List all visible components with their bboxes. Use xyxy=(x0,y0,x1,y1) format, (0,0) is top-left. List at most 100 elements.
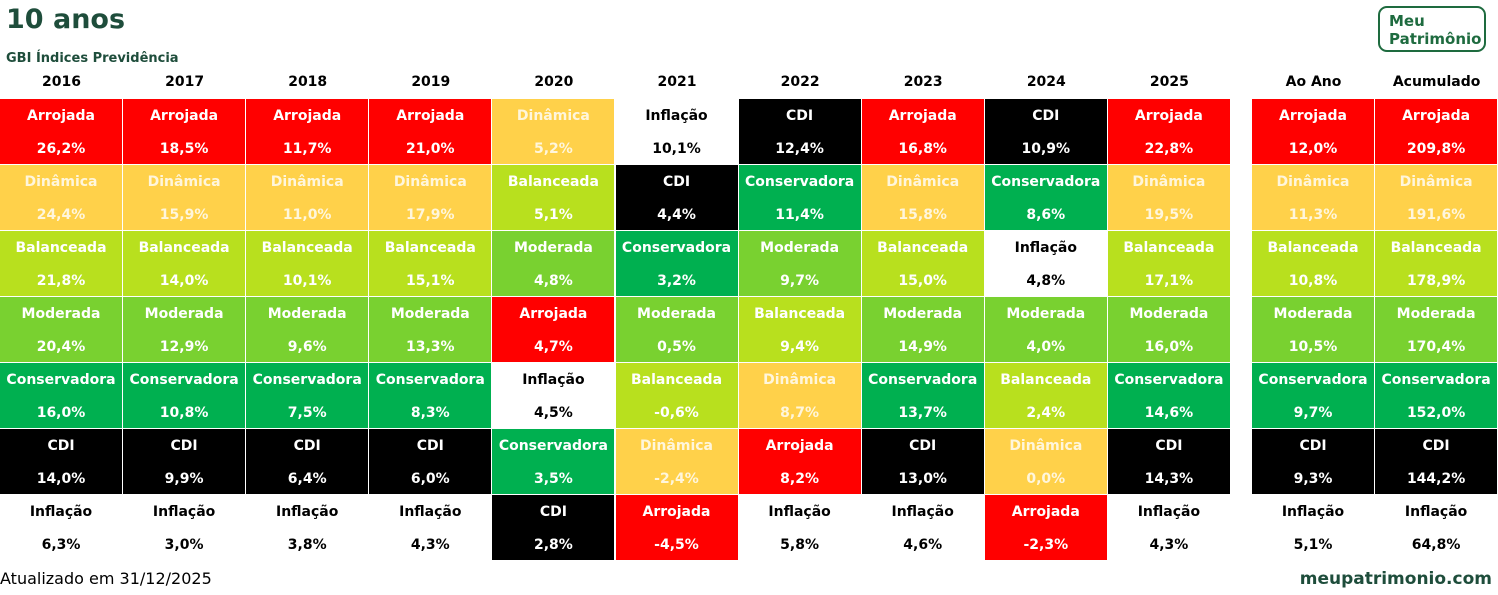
cell-value: 9,7% xyxy=(1293,405,1333,421)
cell-label: Moderada xyxy=(21,306,101,322)
cell-value: -0,6% xyxy=(654,405,699,421)
cell-value: 18,5% xyxy=(159,141,209,157)
cell-value: 12,0% xyxy=(1288,141,1338,157)
cell-label: Balanceada xyxy=(384,240,476,256)
cell-label: CDI xyxy=(1422,438,1450,454)
cell-value: -4,5% xyxy=(654,537,699,553)
cell-label: Moderada xyxy=(513,240,593,256)
cell-value: 20,4% xyxy=(36,339,86,355)
cell-label: Inflação xyxy=(645,108,708,124)
cell: Moderada 12,9% xyxy=(123,297,246,362)
cell: Arrojada 16,8% xyxy=(861,99,984,164)
cell-label: CDI xyxy=(416,438,444,454)
cell-label: Inflação xyxy=(29,504,93,520)
cell: Conservadora 11,4% xyxy=(738,165,861,230)
cell-value: 4,7% xyxy=(533,339,573,355)
cell-value: 16,0% xyxy=(1144,339,1194,355)
cell-value: 9,7% xyxy=(780,273,819,289)
cell-value: 3,2% xyxy=(657,273,696,289)
cell-value: 9,6% xyxy=(287,339,327,355)
cell-value: 26,2% xyxy=(36,141,86,157)
cell: Balanceada 21,8% xyxy=(0,231,122,296)
cell: Dinâmica 11,3% xyxy=(1252,165,1374,230)
cell-label: Conservadora xyxy=(1258,372,1368,388)
cell-value: 10,9% xyxy=(1021,141,1071,157)
cell-value: 2,4% xyxy=(1026,405,1066,421)
cell-label: Conservadora xyxy=(1381,372,1491,388)
cell-value: 13,0% xyxy=(898,471,947,487)
cell-label: Arrojada xyxy=(642,504,711,520)
cell-label: CDI xyxy=(47,438,75,454)
cell-label: Moderada xyxy=(144,306,224,322)
cell-label: Conservadora xyxy=(252,372,362,388)
cell-label: Balanceada xyxy=(1000,372,1092,388)
cell-value: 152,0% xyxy=(1406,405,1466,421)
cell-label: CDI xyxy=(909,438,937,454)
cell-label: Conservadora xyxy=(129,372,239,388)
cell-value: 10,1% xyxy=(282,273,332,289)
cell: Balanceada 10,1% xyxy=(246,231,369,296)
cell-label: Arrojada xyxy=(273,108,342,124)
cell: Arrojada 21,0% xyxy=(369,99,492,164)
column-header: 2017 xyxy=(165,74,205,90)
cell-value: 4,8% xyxy=(1026,273,1066,289)
cell-value: 14,0% xyxy=(159,273,209,289)
cell: Moderada 10,5% xyxy=(1252,297,1374,362)
cell-label: CDI xyxy=(786,108,814,124)
cell-label: CDI xyxy=(1299,438,1327,454)
cell-value: 22,8% xyxy=(1144,141,1194,157)
cell: CDI 14,3% xyxy=(1107,429,1230,494)
cell-value: 7,5% xyxy=(287,405,327,421)
cell-value: 6,4% xyxy=(287,471,327,487)
cell: Balanceada 9,4% xyxy=(738,297,861,362)
column-header: 2020 xyxy=(534,74,574,90)
cell: Balanceada 15,0% xyxy=(861,231,984,296)
cell: Arrojada 18,5% xyxy=(123,99,246,164)
cell-value: 13,3% xyxy=(406,339,455,355)
cell: CDI 12,4% xyxy=(738,99,861,164)
cell: CDI 6,4% xyxy=(246,429,369,494)
cell: Moderada 170,4% xyxy=(1375,297,1498,362)
cell-label: Balanceada xyxy=(1267,240,1359,256)
cell-label: Moderada xyxy=(1273,306,1353,322)
cell-label: Dinâmica xyxy=(1132,174,1206,190)
cell-value: 3,8% xyxy=(287,537,327,553)
cell: Arrojada 12,0% xyxy=(1252,99,1374,164)
cell-value: 209,8% xyxy=(1406,141,1466,157)
cell-value: 11,7% xyxy=(282,141,332,157)
cell-value: 14,9% xyxy=(898,339,947,355)
cell: Dinâmica 0,0% xyxy=(984,429,1107,494)
cell: Arrojada 4,7% xyxy=(492,297,615,362)
column-header: Ao Ano xyxy=(1285,74,1342,90)
cell-value: 6,0% xyxy=(410,471,450,487)
cell: Dinâmica 19,5% xyxy=(1107,165,1230,230)
cell-label: Dinâmica xyxy=(24,174,98,190)
cell: Arrojada 26,2% xyxy=(0,99,122,164)
cell-value: 9,9% xyxy=(164,471,204,487)
cell: Dinâmica 15,9% xyxy=(123,165,246,230)
cell-value: 2,8% xyxy=(533,537,573,553)
cell-value: 9,3% xyxy=(1293,471,1333,487)
cell-value: 11,0% xyxy=(282,207,332,223)
column-header: 2019 xyxy=(411,74,451,90)
column-header: 2025 xyxy=(1149,74,1189,90)
cell-label: Moderada xyxy=(1006,306,1086,322)
cell-label: Arrojada xyxy=(150,108,219,124)
logo-text: Meu xyxy=(1389,12,1425,30)
cell-value: 15,8% xyxy=(898,207,947,223)
column-header: Acumulado xyxy=(1392,74,1481,90)
cell-value: -2,3% xyxy=(1023,537,1069,553)
cell-label: Arrojada xyxy=(765,438,834,454)
cell: Conservadora 10,8% xyxy=(123,363,246,428)
cell: Arrojada -4,5% xyxy=(615,495,738,560)
cell-value: 13,7% xyxy=(898,405,947,421)
cell: Dinâmica 17,9% xyxy=(369,165,492,230)
cell-label: Dinâmica xyxy=(1009,438,1083,454)
cell: Dinâmica 11,0% xyxy=(246,165,369,230)
cell-value: 11,4% xyxy=(775,207,824,223)
cell: CDI 6,0% xyxy=(369,429,492,494)
cell: Conservadora 3,2% xyxy=(615,231,738,296)
cell-value: 4,8% xyxy=(533,273,573,289)
cell-label: Inflação xyxy=(1014,240,1077,256)
